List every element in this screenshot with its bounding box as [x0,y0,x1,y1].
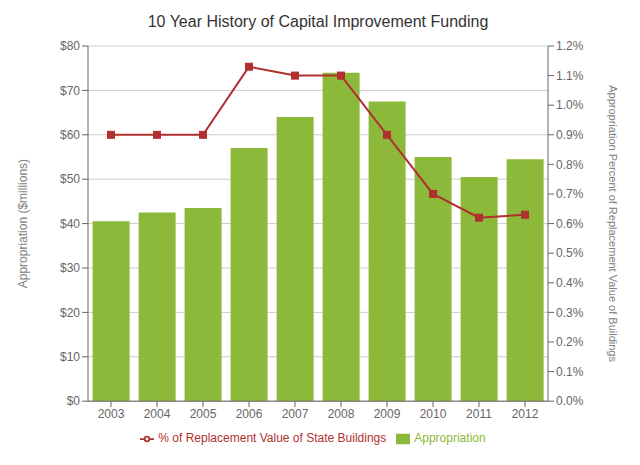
svg-text:2011: 2011 [466,407,492,421]
svg-text:0.4%: 0.4% [556,276,584,290]
svg-text:0.6%: 0.6% [556,217,584,231]
svg-text:2012: 2012 [512,407,539,421]
svg-text:2008: 2008 [328,407,355,421]
svg-text:$80: $80 [60,39,80,53]
svg-text:$0: $0 [67,394,81,408]
svg-text:2006: 2006 [236,407,263,421]
svg-text:Appropriation Percent of Repla: Appropriation Percent of Replacement Val… [607,85,619,362]
html-text:Appropriation: Appropriation [414,431,486,446]
svg-text:$60: $60 [60,128,80,142]
svg-text:$30: $30 [60,261,80,275]
svg-text:1.0%: 1.0% [556,98,584,112]
svg-text:0.5%: 0.5% [556,246,584,260]
svg-text:0.8%: 0.8% [556,158,584,172]
svg-text:2003: 2003 [98,407,125,421]
svg-text:0.1%: 0.1% [556,365,584,379]
svg-text:2004: 2004 [144,407,171,421]
svg-text:0.3%: 0.3% [556,306,584,320]
svg-text:$10: $10 [60,350,80,364]
svg-text:2005: 2005 [190,407,217,421]
svg-text:0.7%: 0.7% [556,187,584,201]
svg-text:0.2%: 0.2% [556,335,584,349]
svg-text:1.1%: 1.1% [556,69,584,83]
svg-text:2009: 2009 [374,407,401,421]
svg-text:$70: $70 [60,84,80,98]
svg-text:$20: $20 [60,306,80,320]
svg-text:2007: 2007 [282,407,309,421]
svg-text:0.9%: 0.9% [556,128,584,142]
svg-text:Appropriation ($millions): Appropriation ($millions) [16,159,30,288]
svg-text:$50: $50 [60,172,80,186]
svg-text:$40: $40 [60,217,80,231]
svg-text:2010: 2010 [420,407,447,421]
svg-text:1.2%: 1.2% [556,39,584,53]
svg-text:0.0%: 0.0% [556,394,584,408]
html-text:% of Replacement Value of Stat: % of Replacement Value of State Building… [158,431,387,446]
html-text:10 Year History of Capital Imp: 10 Year History of Capital Improvement F… [147,13,489,30]
